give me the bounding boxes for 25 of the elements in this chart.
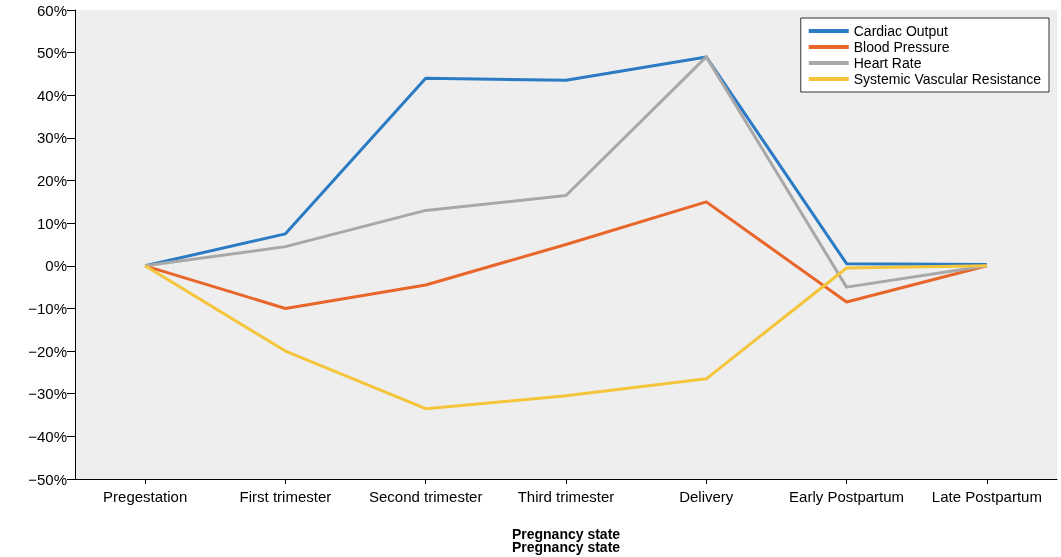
x-tick-label: First trimester [239, 488, 332, 505]
y-tick-label: 50% [36, 44, 67, 62]
legend-label: Systemic Vascular Resistance [853, 71, 1042, 87]
y-tick-label: −50% [28, 470, 67, 488]
legend-label: Heart Rate [853, 55, 922, 71]
y-tick-label: 20% [36, 172, 67, 190]
y-tick-label: 10% [36, 214, 67, 232]
y-tick-label: 60% [36, 1, 67, 19]
x-tick-label: Early Postpartum [789, 488, 905, 505]
x-tick-label: Second trimester [369, 488, 483, 505]
line-series [143, 264, 989, 411]
y-tick-label: −40% [28, 427, 67, 445]
x-axis-title: Pregnancy state [511, 526, 621, 542]
y-tick-label: −30% [28, 385, 67, 403]
x-tick-label: Pregestation [103, 488, 188, 505]
y-tick-label: −20% [28, 342, 67, 360]
y-tick-label: 40% [36, 86, 67, 104]
y-tick-label: 0% [45, 257, 67, 275]
y-tick-label: 30% [36, 129, 67, 147]
legend-label: Blood Pressure [853, 39, 950, 55]
x-tick-label: Third trimester [517, 488, 615, 505]
y-tick-label: −10% [28, 299, 67, 317]
x-tick-label: Late Postpartum [931, 488, 1042, 505]
x-tick-label: Delivery [679, 488, 734, 505]
legend-label: Cardiac Output [853, 23, 949, 39]
